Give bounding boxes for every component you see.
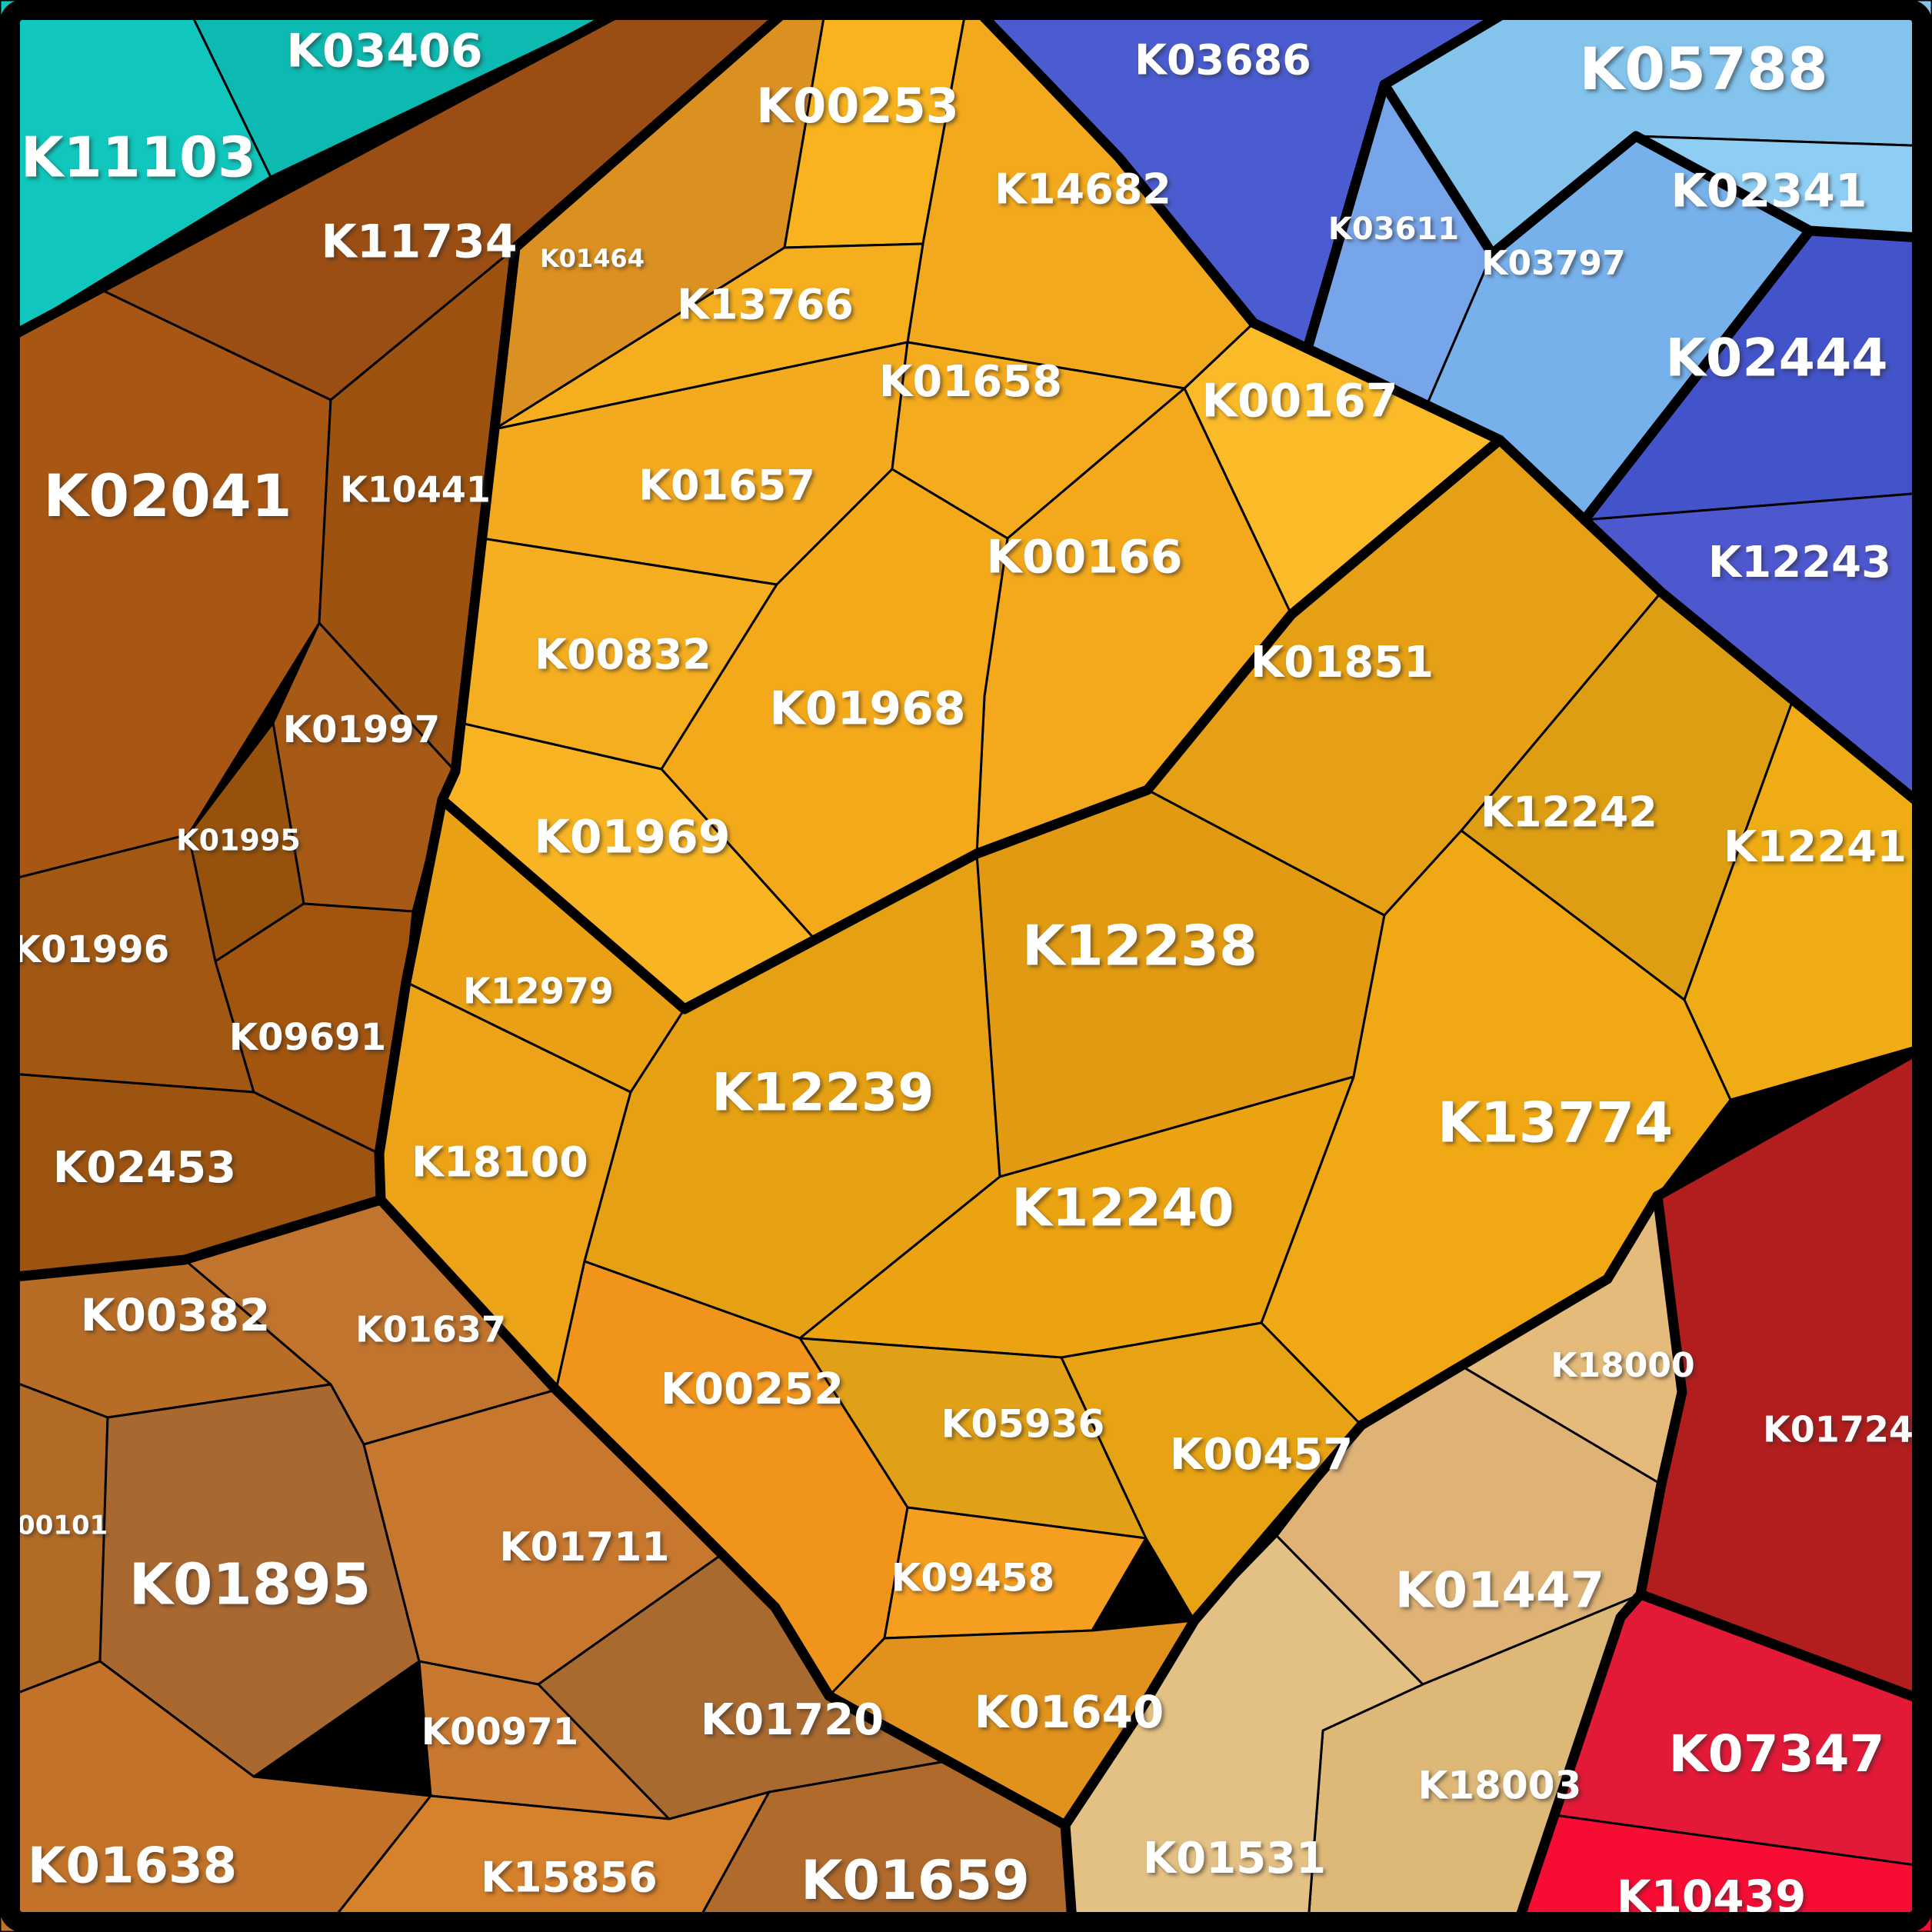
- group-boundary-5: [1060, 1191, 1663, 1830]
- group-boundary-2: [962, 0, 1932, 819]
- cell-K03406[interactable]: [183, 0, 644, 178]
- group-boundary-0: [0, 0, 648, 348]
- group-boundary-1: [0, 0, 804, 1284]
- group-boundary-8: [1635, 1589, 1932, 1709]
- group-boundary-6: [1652, 1037, 1932, 1201]
- group-boundary-3: [437, 435, 1505, 1014]
- group-boundary-11: [1379, 79, 1815, 259]
- group-boundary-7: [1510, 1191, 1687, 1932]
